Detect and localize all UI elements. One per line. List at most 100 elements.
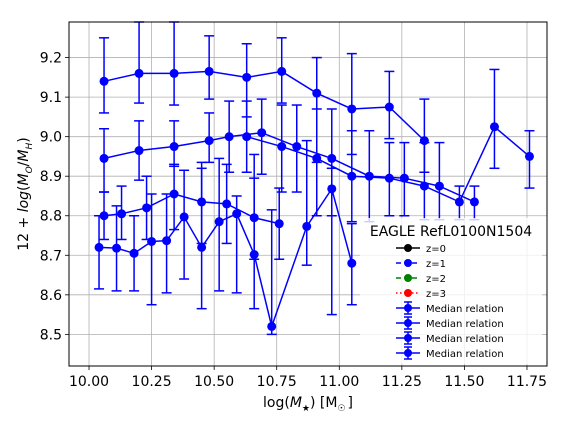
data-point: [169, 189, 179, 199]
legend-box: [360, 218, 542, 364]
data-point: [169, 142, 179, 152]
data-point: [364, 171, 374, 181]
y-tick-label: 9.0: [40, 130, 62, 146]
data-point: [489, 122, 499, 132]
legend-marker: [404, 259, 412, 267]
legend-label: z=0: [426, 244, 446, 255]
data-point: [214, 217, 224, 227]
data-point: [204, 66, 214, 76]
data-point: [312, 153, 322, 163]
y-tick-label: 8.9: [40, 169, 62, 185]
legend-label: z=2: [426, 274, 446, 285]
data-point: [524, 151, 534, 161]
x-tick-label: 10.50: [194, 374, 234, 390]
y-tick-label: 9.2: [40, 51, 62, 67]
data-point: [347, 171, 357, 181]
series-2: [241, 68, 535, 223]
legend-label: z=1: [426, 259, 446, 270]
x-axis-ticks: 10.00 10.25 10.50 10.75 11.00 11.25 11.50 11.75: [69, 366, 547, 390]
series-4: [94, 139, 357, 336]
data-point: [197, 242, 207, 252]
series-line: [103, 131, 475, 203]
data-point: [134, 68, 144, 78]
data-point: [117, 209, 127, 219]
y-tick-label: 8.8: [40, 209, 62, 225]
x-tick-label: 11.75: [507, 374, 547, 390]
legend-entry: Median relation: [396, 301, 504, 315]
legend-marker: [404, 319, 412, 327]
data-point: [267, 321, 277, 331]
legend-items: z=0 z=1 z=2 z=3 Median relation Median relati…: [396, 244, 504, 360]
data-point: [134, 146, 144, 156]
data-point: [312, 88, 322, 98]
legend-marker: [404, 244, 412, 252]
x-tick-label: 11.25: [382, 374, 422, 390]
data-point: [434, 181, 444, 191]
data-point: [274, 219, 284, 229]
legend-marker: [404, 334, 412, 342]
y-tick-label: 9.1: [40, 90, 62, 106]
data-point: [302, 221, 312, 231]
x-tick-label: 10.00: [69, 374, 109, 390]
legend-label: Median relation: [426, 334, 504, 345]
data-point: [99, 211, 109, 221]
data-point: [169, 68, 179, 78]
data-point: [384, 173, 394, 183]
legend-label: Median relation: [426, 349, 504, 360]
x-tick-label: 10.25: [132, 374, 172, 390]
series-line: [103, 70, 425, 142]
legend-marker: [404, 289, 412, 297]
legend-marker: [404, 349, 412, 357]
data-point: [454, 197, 464, 207]
y-axis-ticks: 8.5 8.6 8.7 8.8 8.9 9.0 9.1 9.2: [40, 51, 69, 343]
data-point: [232, 209, 242, 219]
legend-label: Median relation: [426, 319, 504, 330]
data-point: [249, 249, 259, 259]
data-point: [242, 132, 252, 142]
x-tick-label: 11.50: [444, 374, 484, 390]
legend-entry: z=3: [396, 289, 446, 300]
data-point: [142, 203, 152, 213]
y-tick-label: 8.5: [40, 327, 62, 343]
data-point: [224, 132, 234, 142]
legend-entry: z=0: [396, 244, 446, 255]
data-point: [292, 142, 302, 152]
data-point: [469, 197, 479, 207]
data-point: [222, 199, 232, 209]
x-tick-label: 10.75: [257, 374, 297, 390]
data-point: [112, 243, 122, 253]
legend-title: EAGLE RefL0100N1504: [370, 224, 532, 240]
data-point: [129, 248, 139, 258]
legend-marker: [404, 304, 412, 312]
legend-entry: Median relation: [396, 331, 504, 345]
legend-entry: z=2: [396, 274, 446, 285]
data-point: [99, 76, 109, 86]
data-point: [347, 104, 357, 114]
legend-entry: Median relation: [396, 316, 504, 330]
data-point: [277, 142, 287, 152]
legend-entry: z=1: [396, 259, 446, 270]
y-tick-label: 8.7: [40, 248, 62, 264]
data-point: [327, 153, 337, 163]
data-point: [419, 181, 429, 191]
y-tick-label: 8.6: [40, 288, 62, 304]
x-tick-label: 11.00: [319, 374, 359, 390]
series-layer: [94, 21, 535, 336]
y-axis-label: 12 + log(MO/MH): [16, 137, 35, 251]
data-point: [347, 258, 357, 268]
data-point: [242, 72, 252, 82]
legend-label: z=3: [426, 289, 446, 300]
legend-entry: Median relation: [396, 346, 504, 360]
data-point: [257, 128, 267, 138]
legend: EAGLE RefL0100N1504 z=0 z=1 z=2 z=3 Median r…: [360, 218, 542, 364]
legend-label: Median relation: [426, 304, 504, 315]
data-point: [94, 242, 104, 252]
plot-frame: [68, 21, 548, 367]
data-point: [384, 102, 394, 112]
legend-marker: [404, 274, 412, 282]
x-axis-label: log(M★) [M☉]: [263, 395, 353, 414]
data-point: [327, 184, 337, 194]
data-point: [204, 136, 214, 146]
data-point: [147, 236, 157, 246]
